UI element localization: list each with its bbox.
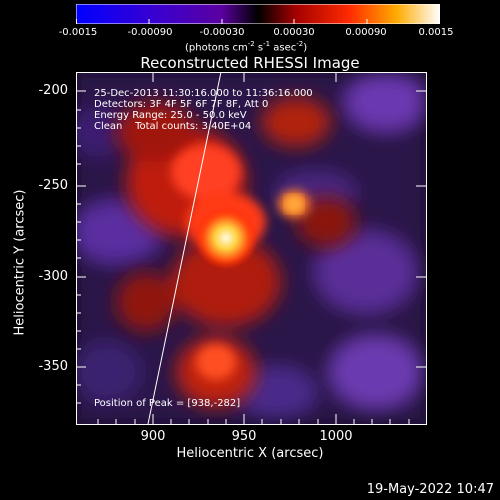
colorbar-tick-label: -0.0015 [58,27,98,38]
x-axis-label: Heliocentric X (arcsec) [176,446,324,461]
solar-limb-line [147,72,222,424]
peak-source [194,206,258,270]
x-tick-label: 1000 [319,429,353,444]
colorbar-tick-label: 0.00030 [273,27,315,38]
y-tick-label: -350 [38,359,68,374]
flux-map [76,72,426,424]
x-tick-label: 900 [140,429,166,444]
colorbar-tick-label: 0.0015 [418,27,454,38]
plot-title: Reconstructed RHESSI Image [140,54,360,72]
colorbar [76,4,440,24]
x-tick-label: 950 [231,429,257,444]
rhessi-image [76,72,426,424]
energy-range: Energy Range: 25.0 - 50.0 keV [94,110,247,121]
colorbar-tick-label: -0.00030 [199,27,245,38]
y-axis-label: Heliocentric Y (arcsec) [12,189,28,336]
observation-info: 25-Dec-2013 11:30:16.000 to 11:36:16.000… [94,88,313,132]
peak-position: Position of Peak = [938,-282] [94,398,241,409]
clean-counts: Clean Total counts: 3.40E+04 [94,121,252,132]
colorbar-units: (photons cm-2 s-1 asec-2) [185,40,308,54]
detectors: Detectors: 3F 4F 5F 6F 7F 8F, Att 0 [94,99,269,110]
y-tick-label: -200 [38,83,68,98]
y-tick-label: -300 [38,269,68,284]
time-range: 25-Dec-2013 11:30:16.000 to 11:36:16.000 [94,88,313,99]
colorbar-tick-label: 0.00090 [345,27,387,38]
colorbar-tick-label: -0.00090 [127,27,173,38]
y-tick-label: -250 [38,178,68,193]
timestamp: 19-May-2022 10:47 [366,482,494,497]
